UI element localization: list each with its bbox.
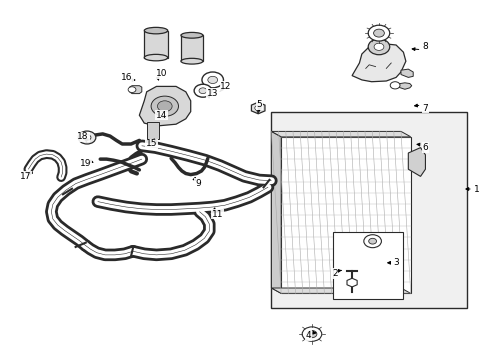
Ellipse shape: [144, 27, 167, 34]
Polygon shape: [346, 278, 356, 287]
Polygon shape: [271, 288, 410, 293]
Circle shape: [367, 39, 389, 55]
Text: 8: 8: [422, 42, 427, 51]
Polygon shape: [281, 137, 410, 293]
Text: 7: 7: [422, 104, 427, 112]
Text: 18: 18: [77, 132, 89, 141]
Polygon shape: [251, 102, 264, 114]
Ellipse shape: [181, 32, 203, 38]
Text: 12: 12: [220, 82, 231, 91]
Circle shape: [207, 76, 217, 84]
Circle shape: [306, 330, 316, 338]
Circle shape: [128, 87, 136, 93]
Polygon shape: [271, 131, 410, 137]
Circle shape: [389, 82, 399, 89]
Circle shape: [194, 84, 211, 97]
Ellipse shape: [181, 58, 203, 64]
Text: 2: 2: [331, 269, 337, 278]
Circle shape: [363, 235, 381, 248]
Polygon shape: [407, 148, 425, 176]
Circle shape: [373, 43, 383, 50]
Polygon shape: [139, 86, 190, 126]
Circle shape: [157, 101, 172, 112]
Circle shape: [199, 88, 206, 94]
Text: 11: 11: [211, 210, 223, 219]
Bar: [181, 35, 203, 61]
Bar: [332, 232, 403, 299]
Bar: [146, 122, 159, 139]
Text: 5: 5: [256, 100, 262, 109]
Polygon shape: [129, 86, 142, 94]
Circle shape: [302, 327, 321, 341]
Circle shape: [373, 29, 384, 37]
Circle shape: [78, 131, 96, 144]
Text: 1: 1: [473, 184, 479, 194]
Circle shape: [254, 105, 261, 111]
Text: 16: 16: [121, 73, 133, 82]
Text: 13: 13: [206, 89, 218, 98]
Text: 3: 3: [392, 258, 398, 267]
Text: 14: 14: [155, 111, 167, 120]
Text: 6: 6: [422, 143, 427, 152]
Polygon shape: [395, 83, 411, 89]
Polygon shape: [271, 131, 281, 293]
Text: 19: 19: [80, 159, 91, 168]
Text: 17: 17: [20, 172, 31, 181]
Polygon shape: [400, 69, 412, 77]
Circle shape: [367, 25, 389, 41]
Ellipse shape: [144, 54, 167, 61]
Text: 4: 4: [305, 331, 310, 340]
Circle shape: [151, 96, 178, 116]
Text: 9: 9: [195, 179, 201, 188]
Circle shape: [368, 238, 376, 244]
Bar: [271, 112, 466, 308]
Circle shape: [83, 135, 91, 140]
Bar: [144, 31, 167, 58]
Circle shape: [202, 72, 223, 88]
Text: 15: 15: [145, 139, 157, 148]
Polygon shape: [351, 43, 405, 82]
Text: 10: 10: [155, 69, 167, 78]
